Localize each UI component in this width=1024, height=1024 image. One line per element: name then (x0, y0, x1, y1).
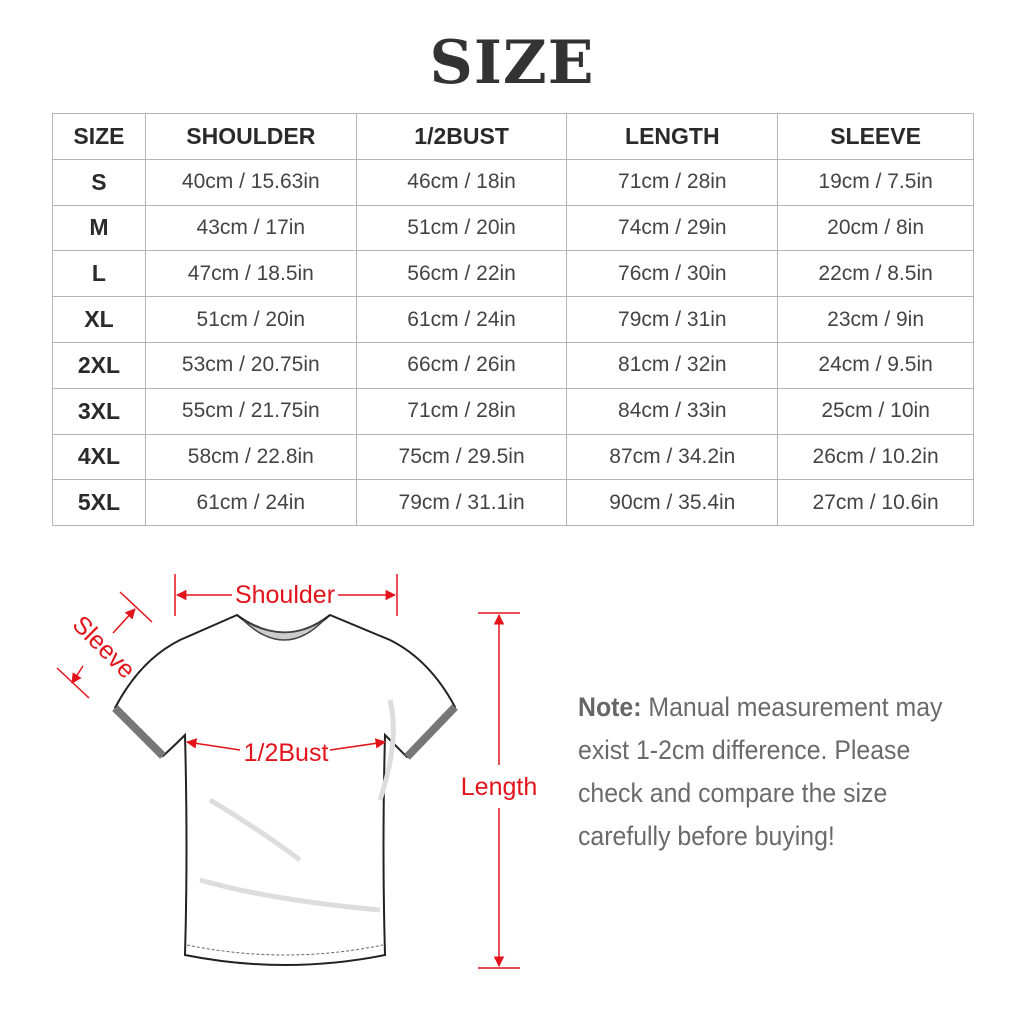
table-row: M 43cm / 17in 51cm / 20in 74cm / 29in 20cm /… (52, 204, 974, 252)
measurement-cell: 22cm / 8.5in (777, 250, 974, 298)
table-row: 5XL 61cm / 24in 79cm / 31.1in 90cm / 35.4in… (52, 479, 974, 527)
measurement-cell: 23cm / 9in (777, 296, 974, 343)
column-header-sleeve: SLEEVE (777, 113, 974, 160)
measurement-cell: 43cm / 17in (144, 204, 357, 252)
measurement-cell: 53cm / 20.75in (144, 341, 357, 389)
measurement-cell: 46cm / 18in (355, 158, 568, 206)
column-header-12bust: 1/2BUST (355, 113, 568, 160)
size-cell: 4XL (52, 433, 146, 481)
shoulder-label: Shoulder (235, 581, 335, 609)
measurement-cell: 71cm / 28in (355, 387, 568, 435)
page-title: SIZE (429, 28, 595, 98)
size-cell: 5XL (52, 479, 146, 527)
measurement-cell: 51cm / 20in (144, 296, 357, 343)
table-row: S 40cm / 15.63in 46cm / 18in 71cm / 28in 19c… (52, 158, 974, 206)
column-header-shoulder: SHOULDER (144, 113, 357, 160)
measurement-cell: 79cm / 31in (566, 296, 779, 343)
measurement-cell: 84cm / 33in (566, 387, 779, 435)
measurement-cell: 90cm / 35.4in (566, 479, 779, 527)
measurement-cell: 47cm / 18.5in (144, 250, 357, 298)
size-cell: 3XL (52, 387, 146, 435)
table-row: L 47cm / 18.5in 56cm / 22in 76cm / 30in 22cm… (52, 250, 974, 298)
tshirt-icon (112, 613, 458, 966)
column-header-length: LENGTH (566, 113, 779, 160)
size-cell: 2XL (52, 341, 146, 389)
table-header-row: SIZE SHOULDER 1/2BUST LENGTH SLEEVE (52, 113, 974, 160)
measurement-cell: 24cm / 9.5in (777, 341, 974, 389)
measurement-cell: 27cm / 10.6in (777, 479, 974, 527)
table-row: 3XL 55cm / 21.75in 71cm / 28in 84cm / 33in 2… (52, 387, 974, 435)
size-cell: L (52, 250, 146, 298)
shoulder-measure: Shoulder (174, 574, 398, 616)
measurement-cell: 20cm / 8in (777, 204, 974, 252)
measurement-cell: 40cm / 15.63in (144, 158, 357, 206)
measurement-cell: 19cm / 7.5in (777, 158, 974, 206)
note-text: Manual measurement may exist 1-2cm diffe… (578, 692, 943, 851)
column-header-size: SIZE (52, 113, 146, 160)
size-cell: S (52, 158, 146, 206)
bust-label: 1/2Bust (244, 739, 329, 767)
measurement-cell: 58cm / 22.8in (144, 433, 357, 481)
measurement-cell: 75cm / 29.5in (355, 433, 568, 481)
measurement-cell: 71cm / 28in (566, 158, 779, 206)
measurement-cell: 61cm / 24in (355, 296, 568, 343)
measurement-cell: 76cm / 30in (566, 250, 779, 298)
measurement-cell: 25cm / 10in (777, 387, 974, 435)
measurement-cell: 61cm / 24in (144, 479, 357, 527)
measurement-cell: 74cm / 29in (566, 204, 779, 252)
size-table: SIZE SHOULDER 1/2BUST LENGTH SLEEVE S 40cm / … (52, 113, 974, 527)
note-label: Note: (578, 692, 642, 722)
measurement-cell: 56cm / 22in (355, 250, 568, 298)
tshirt-diagram: Shoulder Sleeve 1/2Bust Length (56, 574, 537, 969)
size-cell: M (52, 204, 146, 252)
measurement-cell: 26cm / 10.2in (777, 433, 974, 481)
length-label: Length (461, 773, 537, 801)
table-row: 4XL 58cm / 22.8in 75cm / 29.5in 87cm / 34.2… (52, 433, 974, 481)
table-row: XL 51cm / 20in 61cm / 24in 79cm / 31in 23cm … (52, 296, 974, 343)
bust-measure: 1/2Bust (185, 738, 387, 767)
measurement-cell: 87cm / 34.2in (566, 433, 779, 481)
note: Note: Manual measurement may exist 1-2cm… (578, 686, 964, 858)
measurement-cell: 81cm / 32in (566, 341, 779, 389)
measurement-cell: 55cm / 21.75in (144, 387, 357, 435)
measurement-cell: 51cm / 20in (355, 204, 568, 252)
length-measure: Length (461, 612, 537, 969)
measurement-cell: 66cm / 26in (355, 341, 568, 389)
measurement-cell: 79cm / 31.1in (355, 479, 568, 527)
size-cell: XL (52, 296, 146, 343)
table-row: 2XL 53cm / 20.75in 66cm / 26in 81cm / 32in 2… (52, 341, 974, 389)
